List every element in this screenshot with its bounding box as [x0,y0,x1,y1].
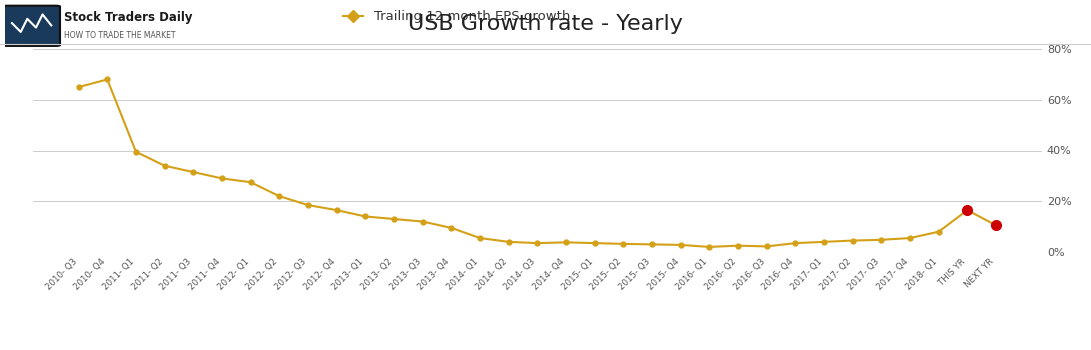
Text: Stock Traders Daily: Stock Traders Daily [64,11,193,24]
FancyBboxPatch shape [3,6,60,46]
Legend: Trailing 12 month EPS growth: Trailing 12 month EPS growth [338,5,575,28]
Text: HOW TO TRADE THE MARKET: HOW TO TRADE THE MARKET [64,30,176,40]
Text: USB Growth rate - Yearly: USB Growth rate - Yearly [408,14,683,34]
